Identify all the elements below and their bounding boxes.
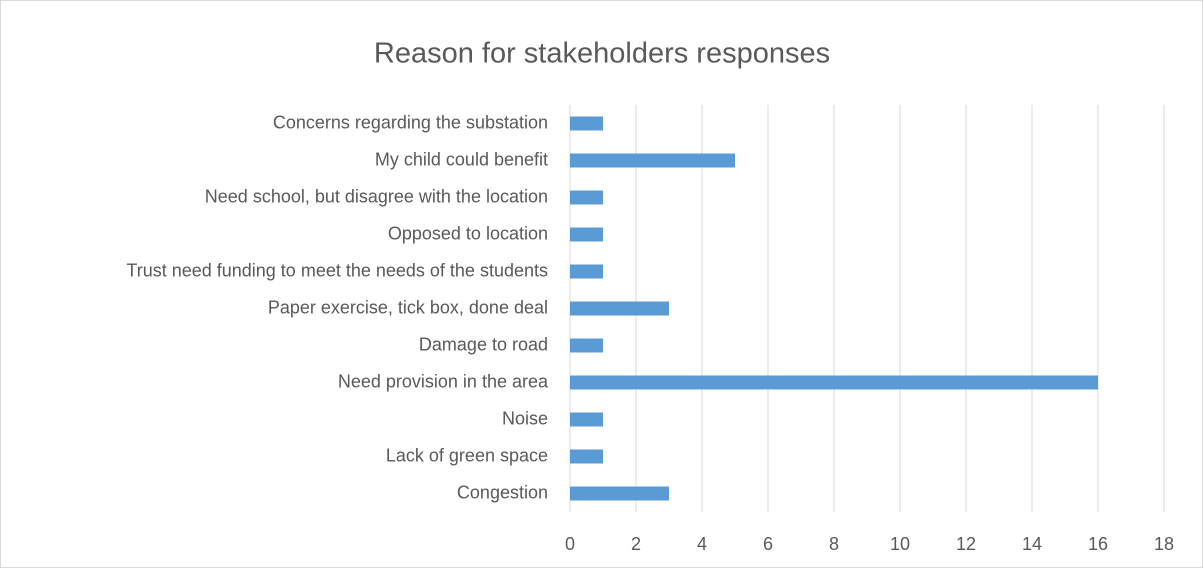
bar	[570, 338, 603, 353]
bar	[570, 190, 603, 205]
y-tick-label: Need provision in the area	[338, 371, 549, 391]
bar	[570, 449, 603, 464]
bar	[570, 301, 669, 316]
x-tick-label: 0	[565, 534, 575, 554]
y-tick-label: Congestion	[457, 482, 548, 502]
y-tick-label: Damage to road	[419, 334, 548, 354]
bar	[570, 227, 603, 242]
y-tick-label: Concerns regarding the substation	[273, 112, 548, 132]
x-tick-label: 18	[1154, 534, 1174, 554]
x-tick-label: 10	[890, 534, 910, 554]
y-tick-label: Opposed to location	[388, 223, 548, 243]
bar	[570, 412, 603, 427]
x-tick-label: 8	[829, 534, 839, 554]
bar	[570, 375, 1098, 390]
x-tick-label: 16	[1088, 534, 1108, 554]
y-tick-label: Trust need funding to meet the needs of …	[126, 260, 548, 280]
y-tick-label: Paper exercise, tick box, done deal	[268, 297, 548, 317]
x-tick-label: 14	[1022, 534, 1042, 554]
bar	[570, 264, 603, 279]
x-tick-label: 12	[956, 534, 976, 554]
y-tick-label: Need school, but disagree with the locat…	[205, 186, 548, 206]
chart-title: Reason for stakeholders responses	[374, 38, 830, 70]
y-tick-label: My child could benefit	[375, 149, 548, 169]
bar	[570, 486, 669, 501]
x-tick-label: 2	[631, 534, 641, 554]
bar	[570, 116, 603, 131]
x-tick-label: 4	[697, 534, 707, 554]
y-tick-label: Lack of green space	[386, 445, 548, 465]
bar	[570, 153, 735, 168]
y-tick-label: Noise	[502, 408, 548, 428]
x-tick-label: 6	[763, 534, 773, 554]
